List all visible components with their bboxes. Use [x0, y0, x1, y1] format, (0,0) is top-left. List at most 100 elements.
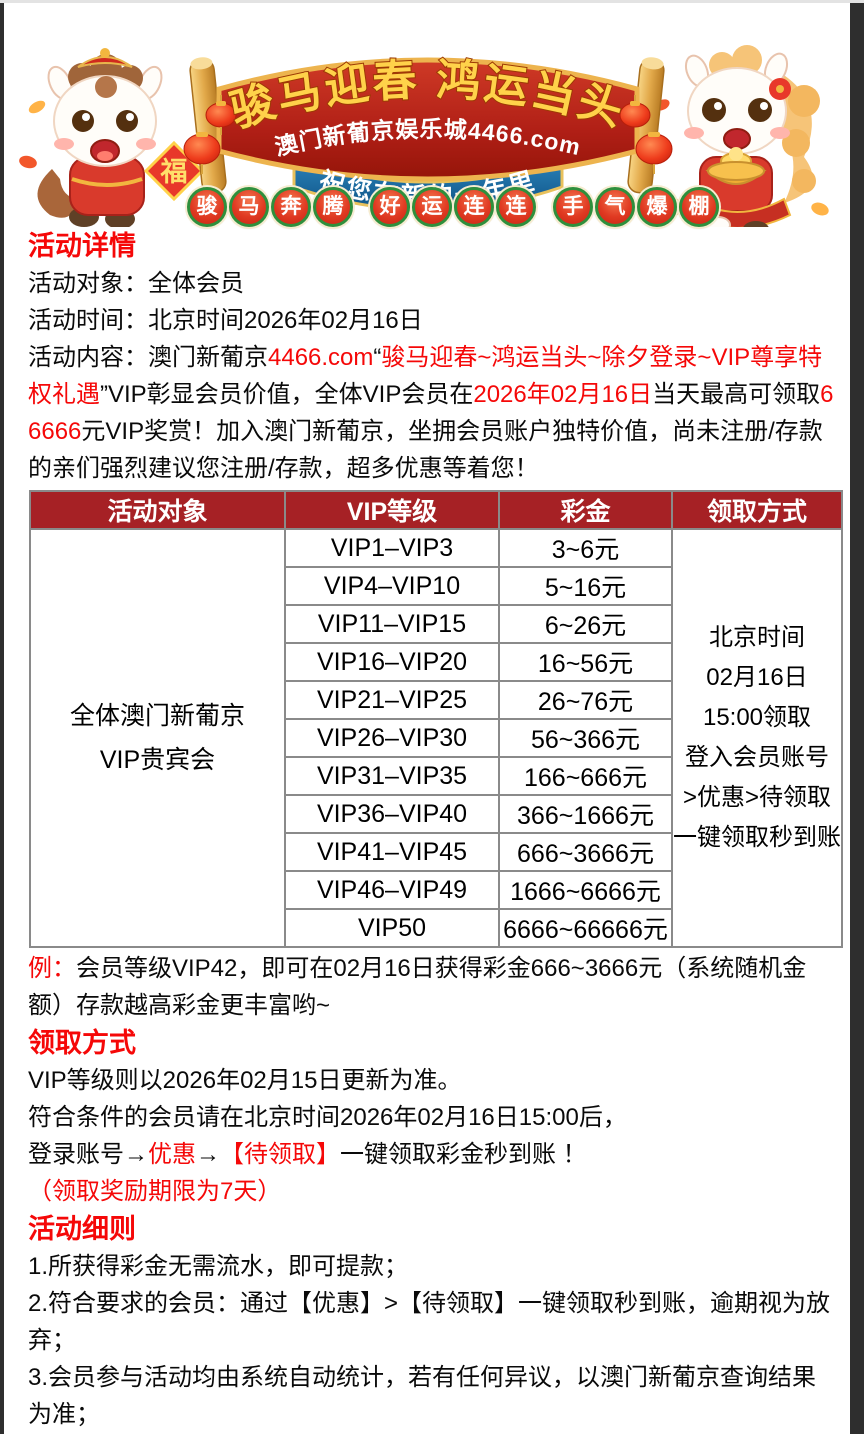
lantern-icon — [183, 95, 237, 174]
banner-badges: 骏马奔腾好运连连手气爆棚 — [187, 187, 721, 227]
vip-table-row: VIP31–VIP35 166~666元 — [30, 756, 842, 796]
claim-cell-line: 15:00领取 — [702, 704, 812, 731]
claim-cell-line: >优惠>待领取 — [682, 784, 832, 811]
vip-table-row: VIP36–VIP40 366~1666元 — [30, 794, 842, 834]
prize-cell: 6666~66666元 — [498, 908, 673, 948]
vip-table-row: VIP21–VIP25 26~76元 — [30, 680, 842, 720]
claim-paragraphs: VIP等级则以2026年02月15日更新为准。符合条件的会员请在北京时间2026… — [28, 1062, 834, 1210]
vip-table-row: VIP16–VIP20 16~56元 — [30, 642, 842, 682]
text-line: 符合条件的会员请在北京时间2026年02月16日15:00后， — [28, 1099, 834, 1136]
text-segment: 骏马迎春~鸿运当头~除夕登录~VIP尊享特权礼遇 — [28, 344, 823, 408]
prize-cell: 366~1666元 — [498, 794, 673, 834]
vip-prize-table: 活动对象 VIP等级 彩金 领取方式 全体澳门新葡京 VIP贵宾会 VIP1–VIP… — [29, 490, 843, 948]
text-segment: VIP等级则以2026年02月15日更新为准。 — [28, 1067, 462, 1094]
festive-badge: 腾 — [313, 187, 353, 227]
festive-badge: 骏 — [187, 187, 227, 227]
column-header-level: VIP等级 — [284, 490, 500, 530]
text-line: 活动时间：北京时间2026年02月16日 — [28, 302, 834, 339]
text-segment: → — [196, 1141, 220, 1168]
festive-badge: 气 — [595, 187, 635, 227]
festive-badge: 爆 — [637, 187, 677, 227]
text-segment: 例： — [28, 955, 76, 982]
text-line: 3.会员参与活动均由系统自动统计，若有任何异议，以澳门新葡京查询结果为准； — [28, 1359, 834, 1433]
text-segment: 一键领取彩金秒到账 ！ — [340, 1141, 587, 1168]
text-segment: 登录账号→ — [28, 1141, 148, 1168]
text-line: 登录账号→优惠→【待领取】一键领取彩金秒到账 ！ （领取奖励期限为7天） — [28, 1136, 834, 1210]
text-segment: “ — [373, 344, 382, 371]
text-segment: 4466.com — [268, 344, 374, 371]
text-segment: 符合条件的会员请在北京时间2026年02月16日15:00后， — [28, 1104, 627, 1131]
text-segment: ”VIP彰显会员价值，全体VIP会员在 — [100, 381, 474, 408]
column-header-prize: 彩金 — [498, 490, 673, 530]
prize-cell: 3~6元 — [498, 528, 673, 568]
festive-badge: 连 — [496, 187, 536, 227]
claim-merged-cell: 北京时间 02月16日 15:00领取 登入会员账号 >优惠>待领取 一键领取秒到账 — [671, 528, 843, 948]
festive-badge: 奔 — [271, 187, 311, 227]
text-segment: 1.所获得彩金无需流水，即可提款； — [28, 1253, 409, 1280]
vip-level-cell: VIP11–VIP15 — [284, 604, 500, 644]
lantern-icon — [619, 95, 673, 174]
prize-cell: 26~76元 — [498, 680, 673, 720]
claim-cell-line: 02月16日 — [706, 664, 808, 691]
text-segment: 2026年02月16日 — [473, 381, 653, 408]
text-segment: 2.符合要求的会员：通过【优惠】>【待领取】一键领取秒到账，逾期视为放弃； — [28, 1290, 831, 1354]
vip-level-cell: VIP21–VIP25 — [284, 680, 500, 720]
example-paragraph: 例：会员等级VIP42，即可在02月16日获得彩金666~3666元（系统随机金… — [28, 950, 834, 1024]
festive-badge: 好 — [370, 187, 410, 227]
vip-table-row: VIP11–VIP15 6~26元 — [30, 604, 842, 644]
prize-cell: 1666~6666元 — [498, 870, 673, 910]
column-header-claim: 领取方式 — [671, 490, 843, 530]
target-cell-line: 全体澳门新葡京 — [69, 702, 245, 730]
festive-badge: 棚 — [679, 187, 719, 227]
section-heading-rules: 活动细则 — [28, 1214, 136, 1244]
column-header-target: 活动对象 — [29, 490, 286, 530]
vip-level-cell: VIP50 — [284, 908, 500, 948]
promo-content: 活动详情 活动对象：全体会员活动时间：北京时间2026年02月16日活动内容：澳… — [4, 231, 850, 1434]
festive-badge: 手 — [553, 187, 593, 227]
window-top-edge — [0, 0, 864, 3]
prize-cell: 56~366元 — [498, 718, 673, 758]
target-cell-line: VIP贵宾会 — [99, 746, 216, 774]
target-merged-cell: 全体澳门新葡京 VIP贵宾会 — [29, 528, 286, 948]
text-line: VIP等级则以2026年02月15日更新为准。 — [28, 1062, 834, 1099]
vip-level-cell: VIP46–VIP49 — [284, 870, 500, 910]
vip-level-cell: VIP1–VIP3 — [284, 528, 500, 568]
text-line: 1.所获得彩金无需流水，即可提款； — [28, 1248, 834, 1285]
claim-cell-line: 北京时间 — [709, 624, 805, 651]
vip-level-cell: VIP26–VIP30 — [284, 718, 500, 758]
promo-page: 福 — [4, 3, 850, 1434]
text-segment: 会员等级VIP42，即可在02月16日获得彩金666~3666元（系统随机金额）… — [28, 955, 807, 1019]
prize-cell: 666~3666元 — [498, 832, 673, 872]
text-segment: 元VIP奖赏！加入澳门新葡京，坐拥会员账户独特价值，尚未注册/存款的亲们强烈建议… — [28, 418, 823, 482]
text-segment: 优惠 — [148, 1141, 196, 1168]
vip-table-row: VIP41–VIP45 666~3666元 — [30, 832, 842, 872]
text-segment: 活动时间：北京时间2026年02月16日 — [28, 307, 423, 334]
vip-level-cell: VIP16–VIP20 — [284, 642, 500, 682]
promo-banner: 福 — [4, 3, 850, 227]
prize-cell: 166~666元 — [498, 756, 673, 796]
vip-level-cell: VIP4–VIP10 — [284, 566, 500, 606]
text-line: 活动对象：全体会员 — [28, 265, 834, 302]
vip-level-cell: VIP41–VIP45 — [284, 832, 500, 872]
section-heading-details: 活动详情 — [28, 231, 136, 261]
vip-level-cell: VIP36–VIP40 — [284, 794, 500, 834]
vip-table-row: 全体澳门新葡京 VIP贵宾会 VIP1–VIP3 3~6元北京时间 02月16日 15:0… — [29, 528, 843, 948]
vip-level-cell: VIP31–VIP35 — [284, 756, 500, 796]
text-segment: 3.会员参与活动均由系统自动统计，若有任何异议，以澳门新葡京查询结果为准； — [28, 1364, 817, 1428]
fu-sign: 福 — [160, 157, 188, 187]
text-line: 2.符合要求的会员：通过【优惠】>【待领取】一键领取秒到账，逾期视为放弃； — [28, 1285, 834, 1359]
text-line: 活动内容：澳门新葡京4466.com“骏马迎春~鸿运当头~除夕登录~VIP尊享特… — [28, 339, 834, 487]
mascot-left-horse-icon: 福 — [19, 48, 335, 227]
text-segment: 66666 — [28, 381, 834, 445]
banner-illustration: 福 — [19, 45, 829, 227]
details-paragraphs: 活动对象：全体会员活动时间：北京时间2026年02月16日活动内容：澳门新葡京4… — [28, 265, 834, 487]
vip-table-row: VIP26–VIP30 56~366元 — [30, 718, 842, 758]
claim-cell-line: 登入会员账号 — [685, 744, 829, 771]
claim-cell-line: 一键领取秒到账 — [673, 824, 841, 851]
vip-table-row: VIP4–VIP10 5~16元 — [30, 566, 842, 606]
prize-cell: 6~26元 — [498, 604, 673, 644]
rules-list: 1.所获得彩金无需流水，即可提款； 2.符合要求的会员：通过【优惠】>【待领取】一… — [28, 1248, 834, 1434]
vip-table-row: VIP46–VIP49 1666~6666元 — [30, 870, 842, 910]
prize-cell: 5~16元 — [498, 566, 673, 606]
text-segment: 【待领取】 — [220, 1141, 340, 1168]
